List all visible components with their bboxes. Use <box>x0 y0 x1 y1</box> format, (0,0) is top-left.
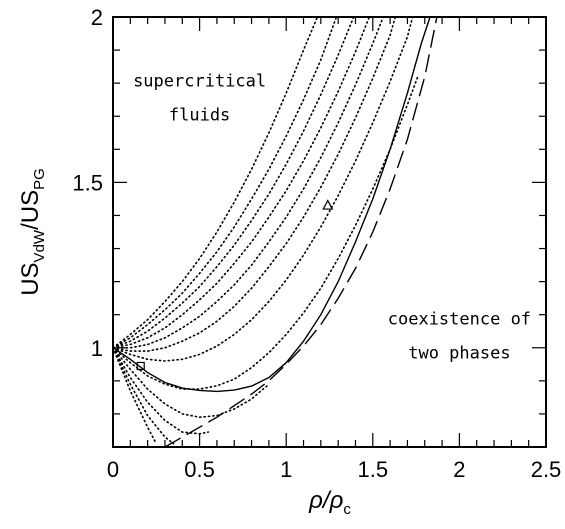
series-dotted-9 <box>113 75 419 390</box>
series-dotted-8 <box>113 17 414 362</box>
y-axis-label-num: US <box>17 262 44 295</box>
x-tick-label: 1.5 <box>358 457 389 482</box>
series-layer <box>113 17 438 447</box>
series-dotted-12 <box>113 347 175 445</box>
annotation-0-line1: supercritical <box>133 71 266 91</box>
series-dotted-10 <box>113 347 270 419</box>
annotation-0-line2: fluids <box>169 105 230 125</box>
x-tick-label: 2 <box>453 457 465 482</box>
series-dotted-5 <box>113 17 371 349</box>
y-tick-label: 1 <box>91 336 103 361</box>
x-tick-label: 0 <box>107 457 119 482</box>
y-axis-label-den-sub: PG <box>31 168 48 190</box>
series-dotted-4 <box>113 17 355 349</box>
x-tick-label: 0.5 <box>184 457 215 482</box>
x-tick-label: 1 <box>280 457 292 482</box>
tick-labels: 0 0.5 1 1.5 2 2.5 1 1.5 2 <box>72 5 561 482</box>
series-dotted-13 <box>113 347 158 445</box>
annotation-1-line1: coexistence of <box>388 310 531 330</box>
series-dotted-2 <box>113 17 319 349</box>
series-dashed-1 <box>164 17 438 447</box>
marker-layer <box>136 199 334 371</box>
y-tick-label: 2 <box>91 5 103 30</box>
annotations: supercritical fluids coexistence of two pha… <box>133 71 531 363</box>
series-dotted-3 <box>113 17 338 349</box>
x-axis-label-base: ρ/ρ <box>308 487 343 514</box>
series-dotted-6 <box>113 17 384 349</box>
y-tick-label: 1.5 <box>72 170 103 195</box>
triangle-marker <box>322 199 334 210</box>
x-tick-label: 2.5 <box>531 457 562 482</box>
x-axis-label: ρ/ρc <box>308 487 351 518</box>
y-axis-label-num-sub: VdW <box>31 229 48 262</box>
plot-frame <box>112 16 547 448</box>
x-axis-label-sub: c <box>343 501 351 518</box>
series-dotted-7 <box>113 17 397 352</box>
y-axis-label-den: /US <box>17 190 44 230</box>
series-solid-0 <box>113 17 431 393</box>
y-axis-label: USVdW/USPG <box>17 168 48 296</box>
square-marker <box>136 361 145 371</box>
annotation-1-line2: two phases <box>408 344 510 364</box>
